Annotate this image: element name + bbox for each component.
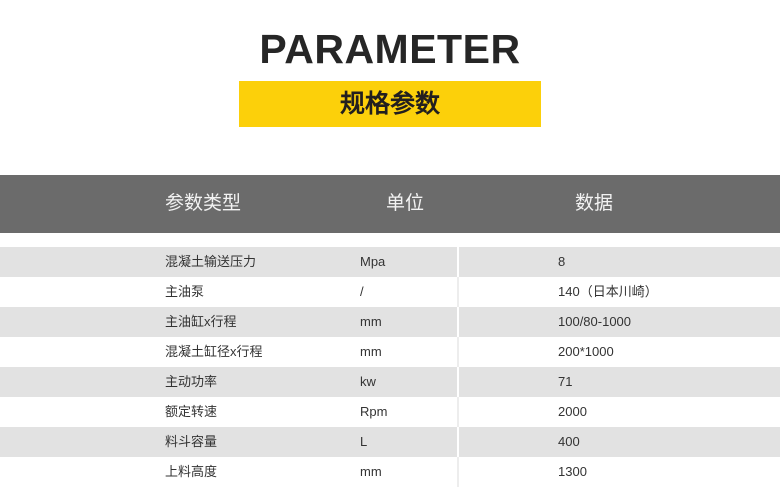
column-divider xyxy=(457,247,459,277)
column-divider xyxy=(457,397,459,427)
cell-data: 8 xyxy=(558,254,566,269)
cell-unit: kw xyxy=(360,374,376,389)
cell-data: 71 xyxy=(558,374,573,389)
page-title: PARAMETER xyxy=(259,26,521,72)
cell-parameter-type: 上料高度 xyxy=(165,464,218,479)
column-header-data: 数据 xyxy=(575,193,614,214)
cell-unit: mm xyxy=(360,344,382,359)
cell-data: 400 xyxy=(558,434,580,449)
cell-unit: Rpm xyxy=(360,404,388,419)
cell-parameter-type: 混凝土输送压力 xyxy=(165,254,257,269)
cell-unit: L xyxy=(360,434,368,449)
table-row: 主动功率 kw 71 xyxy=(0,367,780,397)
table-body: 混凝土输送压力 Mpa 8 主油泵 / 140（日本川崎） 主油缸x行程 mm … xyxy=(0,247,780,487)
cell-parameter-type: 主动功率 xyxy=(165,374,218,389)
column-header-parameter-type: 参数类型 xyxy=(165,193,242,214)
cell-data: 1300 xyxy=(558,464,587,479)
specification-table: 参数类型 单位 数据 混凝土输送压力 Mpa 8 主油泵 / 140（日本川崎）… xyxy=(0,175,780,487)
cell-parameter-type: 料斗容量 xyxy=(165,434,218,449)
cell-unit: / xyxy=(360,284,364,299)
cell-data: 100/80-1000 xyxy=(558,314,632,329)
column-header-unit: 单位 xyxy=(385,193,424,214)
column-divider xyxy=(457,307,459,337)
table-row: 混凝土输送压力 Mpa 8 xyxy=(0,247,780,277)
table-row: 料斗容量 L 400 xyxy=(0,427,780,457)
cell-data: 2000 xyxy=(558,404,587,419)
column-divider xyxy=(457,427,459,457)
cell-parameter-type: 主油泵 xyxy=(165,284,205,299)
column-divider xyxy=(457,457,459,487)
table-row: 额定转速 Rpm 2000 xyxy=(0,397,780,427)
subtitle-banner-label: 规格参数 xyxy=(339,90,440,118)
cell-parameter-type: 混凝土缸径x行程 xyxy=(165,344,263,359)
table-row: 混凝土缸径x行程 mm 200*1000 xyxy=(0,337,780,367)
cell-data: 140（日本川崎） xyxy=(558,284,658,299)
cell-data: 200*1000 xyxy=(558,344,614,359)
column-divider xyxy=(457,367,459,397)
column-divider xyxy=(457,277,459,307)
cell-unit: mm xyxy=(360,464,382,479)
page-header: PARAMETER 规格参数 xyxy=(0,0,780,175)
table-row: 主油缸x行程 mm 100/80-1000 xyxy=(0,307,780,337)
subtitle-banner: 规格参数 xyxy=(239,81,541,127)
cell-unit: mm xyxy=(360,314,382,329)
table-row: 主油泵 / 140（日本川崎） xyxy=(0,277,780,307)
cell-parameter-type: 主油缸x行程 xyxy=(165,314,237,329)
table-header-row: 参数类型 单位 数据 xyxy=(0,175,780,233)
cell-parameter-type: 额定转速 xyxy=(165,404,218,419)
cell-unit: Mpa xyxy=(360,254,386,269)
table-row: 上料高度 mm 1300 xyxy=(0,457,780,487)
table-header-spacer xyxy=(0,233,780,247)
column-divider xyxy=(457,337,459,367)
